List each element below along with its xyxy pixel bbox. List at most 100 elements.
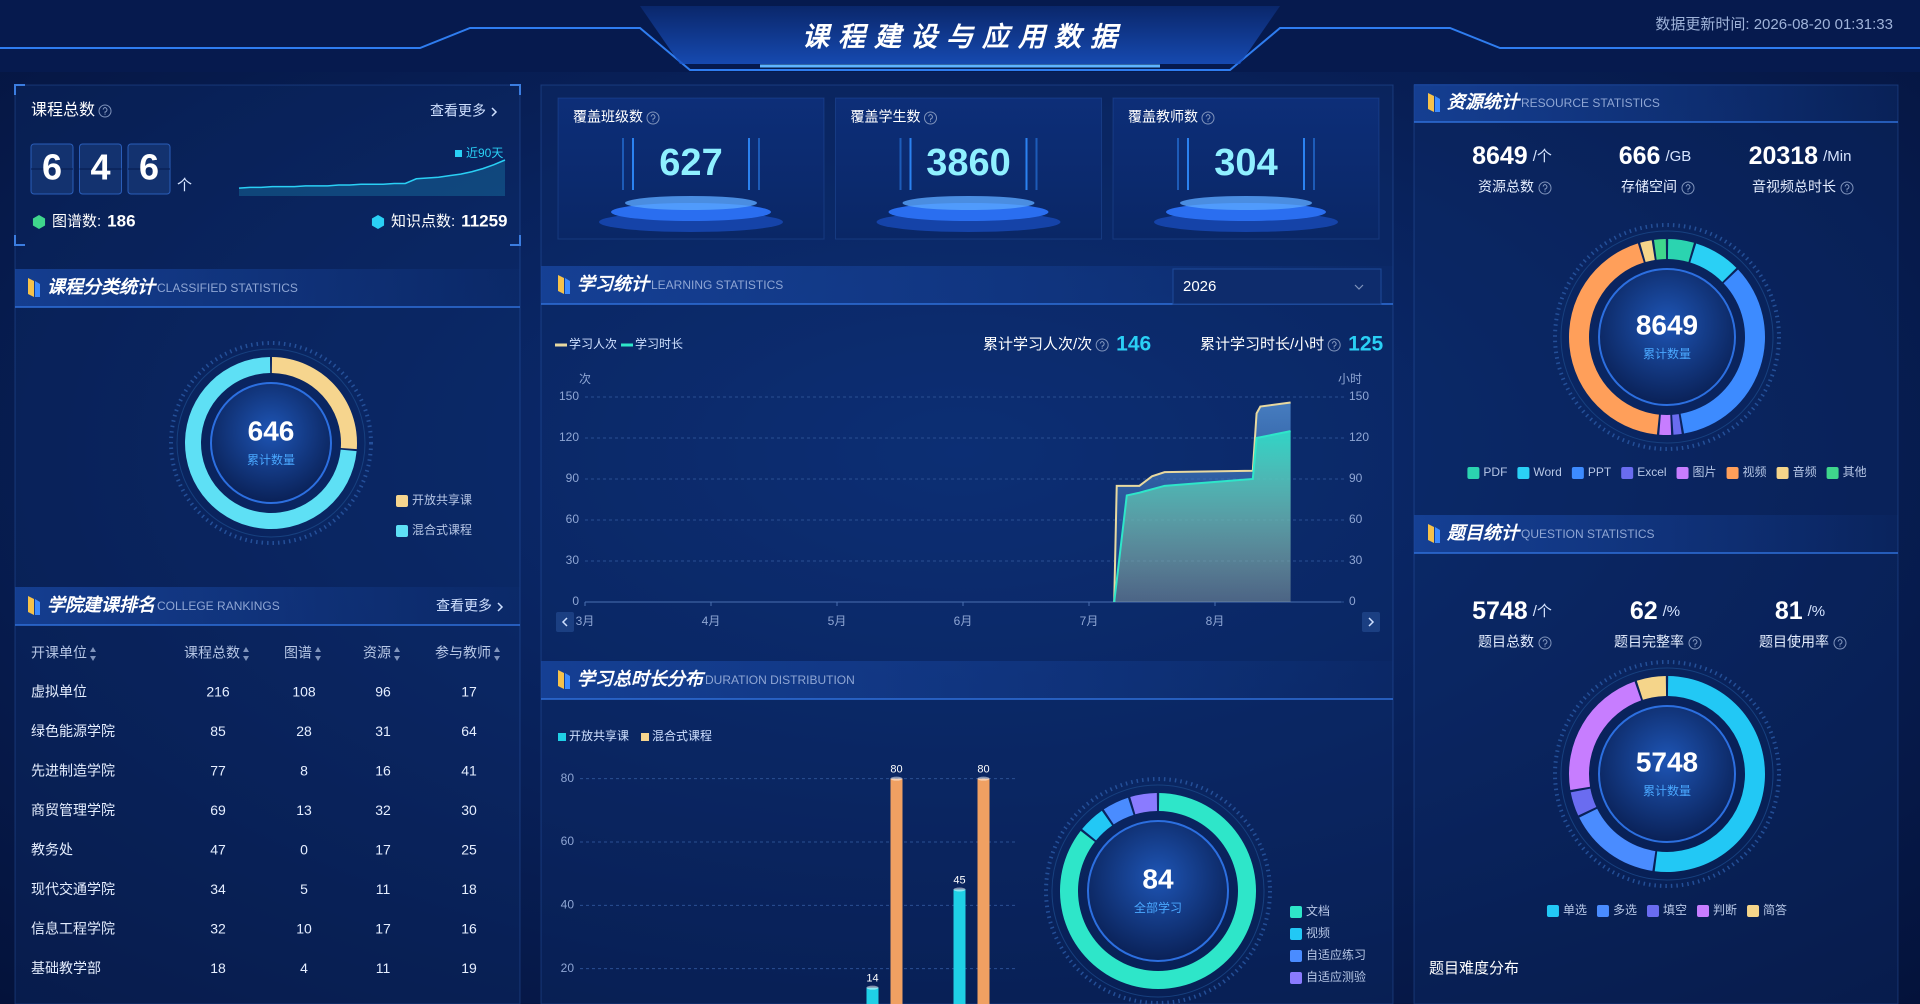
legend-item: PDF bbox=[1467, 465, 1507, 479]
section-subtitle: RESOURCE STATISTICS bbox=[1521, 96, 1660, 110]
section-icon bbox=[28, 278, 34, 297]
y-tick-label: 80 bbox=[561, 771, 575, 785]
legend-item: 判断 bbox=[1697, 902, 1737, 917]
table-cell: 13 bbox=[296, 802, 312, 818]
x-tick-label: 4月 bbox=[702, 614, 721, 628]
donut-segment bbox=[1130, 793, 1158, 815]
info-icon-mark bbox=[928, 114, 934, 122]
table-cell: 18 bbox=[461, 881, 477, 897]
section-bar bbox=[1414, 515, 1898, 553]
x-tick-label: 5月 bbox=[828, 614, 847, 628]
info-icon-mark bbox=[102, 107, 108, 115]
header-line bbox=[0, 27, 1920, 71]
chevron bbox=[497, 602, 504, 612]
info-icon-mark bbox=[1692, 639, 1698, 647]
bar bbox=[953, 889, 966, 1004]
stat-value: 11259 bbox=[461, 211, 507, 230]
legend-label: Excel bbox=[1637, 465, 1666, 479]
table-cell: 虚拟单位 bbox=[31, 684, 87, 700]
legend-label: 自适应测验 bbox=[1306, 969, 1366, 984]
column-header[interactable]: 开课单位 bbox=[31, 645, 87, 661]
bar-value-label: 14 bbox=[866, 973, 878, 985]
legend-item: 多选 bbox=[1596, 903, 1637, 917]
column-header[interactable]: 参与教师 bbox=[435, 645, 491, 661]
section-subtitle: COLLEGE RANKINGS bbox=[157, 599, 280, 613]
legend-swatch bbox=[396, 525, 408, 537]
legend-label: 开放共享课 bbox=[412, 492, 472, 507]
table-cell: 28 bbox=[296, 723, 312, 739]
section-title: 学习统计 bbox=[577, 274, 651, 294]
table-cell: 信息工程学院 bbox=[31, 921, 115, 937]
column-header[interactable]: 资源 bbox=[363, 645, 391, 661]
y2-tick-label: 60 bbox=[1349, 512, 1363, 526]
area-fill bbox=[1114, 431, 1291, 602]
kpi-pedestal bbox=[625, 196, 757, 210]
section-title: 学习总时长分布 bbox=[577, 669, 706, 689]
section-icon bbox=[1428, 93, 1434, 112]
stat-value: 186 bbox=[107, 211, 135, 230]
donut-center bbox=[1087, 820, 1229, 962]
legend-label: 近90天 bbox=[466, 146, 503, 160]
donut-outer-ring bbox=[1560, 667, 1774, 881]
view-more-link[interactable]: 查看更多 bbox=[436, 598, 492, 614]
info-icon bbox=[1833, 636, 1847, 650]
table-cell: 11 bbox=[376, 960, 391, 976]
section-subtitle: LEARNING STATISTICS bbox=[651, 278, 783, 292]
info-icon-mark bbox=[1844, 184, 1850, 192]
donut-center bbox=[1598, 268, 1736, 406]
donut-segment bbox=[1680, 269, 1765, 434]
legend-swatch bbox=[1596, 905, 1609, 917]
y-tick-label: 150 bbox=[559, 389, 579, 403]
y-tick-label: 60 bbox=[561, 834, 575, 848]
info-icon-mark bbox=[1542, 639, 1548, 647]
legend-label: 开放共享课 bbox=[569, 728, 629, 743]
nav-button[interactable] bbox=[1362, 612, 1380, 632]
sort-icon bbox=[90, 656, 96, 661]
stat-label: 题目使用率 bbox=[1759, 634, 1829, 650]
table-cell: 34 bbox=[210, 881, 226, 897]
legend-swatch bbox=[1517, 467, 1530, 479]
info-icon-mark bbox=[1542, 184, 1548, 192]
stat-label: 题目完整率 bbox=[1614, 634, 1684, 650]
year-select-value: 2026 bbox=[1183, 278, 1216, 295]
legend-swatch bbox=[1290, 906, 1302, 918]
stat-value: 8649/个 bbox=[1472, 142, 1552, 170]
column-header[interactable]: 图谱 bbox=[284, 645, 312, 661]
legend-label: 多选 bbox=[1613, 903, 1637, 917]
nav-button[interactable] bbox=[556, 612, 574, 632]
sort-icon bbox=[90, 647, 96, 652]
stat-unit: /个 bbox=[1533, 148, 1552, 165]
digit: 6 bbox=[139, 147, 159, 188]
table-cell: 10 bbox=[296, 921, 312, 937]
table-cell: 216 bbox=[206, 684, 230, 700]
y2-tick-label: 0 bbox=[1349, 594, 1356, 608]
legend-item: 视频 bbox=[1726, 464, 1767, 479]
sort-icon bbox=[243, 647, 249, 652]
column-header[interactable]: 课程总数 bbox=[184, 645, 240, 661]
year-select[interactable] bbox=[1172, 268, 1382, 305]
table-cell: 教务处 bbox=[31, 842, 73, 858]
select-arrow bbox=[1354, 284, 1364, 290]
stat-unit: /% bbox=[1808, 603, 1826, 620]
sort-icon bbox=[494, 647, 500, 652]
bar-value-label: 80 bbox=[977, 764, 989, 776]
bar-value-label: 80 bbox=[890, 764, 902, 776]
donut-center-value: 5748 bbox=[1636, 746, 1698, 777]
table-cell: 11 bbox=[376, 881, 391, 897]
table-cell: 85 bbox=[210, 723, 226, 739]
sort-icon bbox=[315, 656, 321, 661]
chevron bbox=[561, 617, 568, 627]
digit-unit: 个 bbox=[177, 177, 192, 194]
stat-label: 题目总数 bbox=[1478, 634, 1534, 650]
legend-swatch bbox=[1697, 905, 1710, 917]
kpi-pedestal bbox=[1180, 196, 1312, 210]
info-icon bbox=[1688, 636, 1702, 650]
kpi-value: 627 bbox=[659, 142, 722, 184]
table-cell: 17 bbox=[375, 921, 391, 937]
view-more-link[interactable]: 查看更多 bbox=[430, 103, 486, 119]
hex-icon bbox=[32, 215, 46, 229]
donut-center-value: 8649 bbox=[1636, 309, 1698, 340]
info-icon bbox=[1681, 181, 1695, 195]
kpi-label: 覆盖学生数 bbox=[851, 109, 921, 125]
y-tick-label: 0 bbox=[572, 594, 579, 608]
